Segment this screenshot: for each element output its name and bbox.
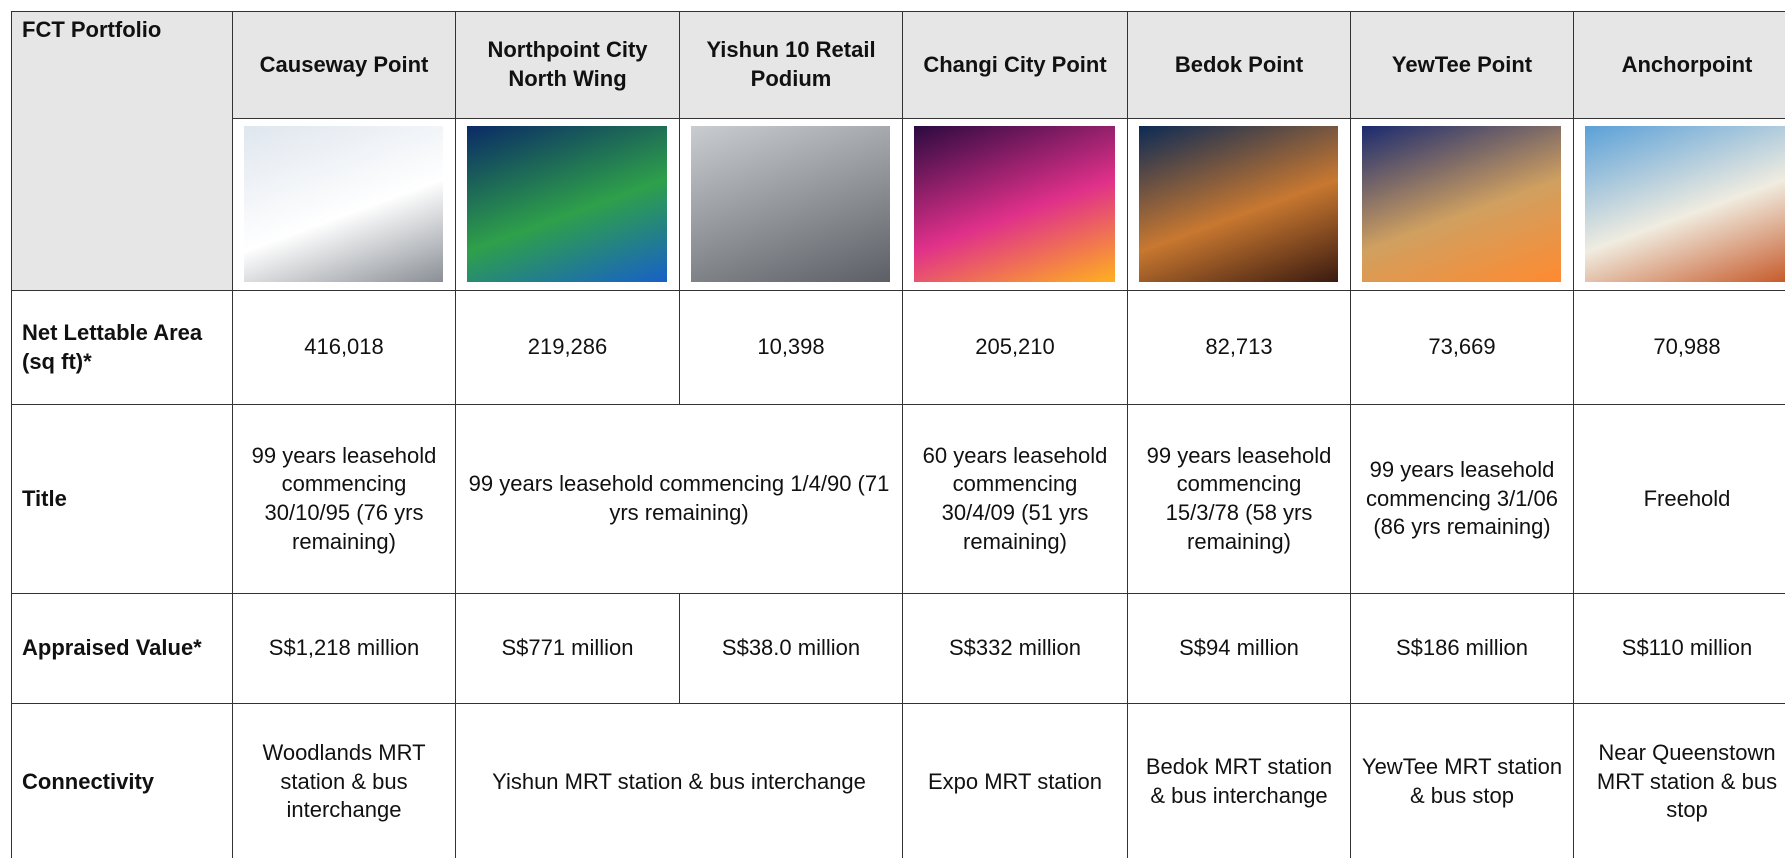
property-photo [467, 126, 667, 282]
row-label: Net Lettable Area (sq ft)* [11, 290, 233, 405]
table-cell: 60 years leasehold commencing 30/4/09 (5… [902, 404, 1128, 594]
table-cell: 70,988 [1573, 290, 1785, 405]
table-cell: S$94 million [1127, 593, 1351, 704]
table-cell: S$771 million [455, 593, 680, 704]
table-cell: 99 years leasehold commencing 1/4/90 (71… [455, 404, 903, 594]
property-photo [691, 126, 890, 282]
corner-title: FCT Portfolio [11, 11, 233, 291]
table-cell: Yishun MRT station & bus interchange [455, 703, 903, 858]
property-photo [914, 126, 1115, 282]
row-label: Appraised Value* [11, 593, 233, 704]
table-cell: YewTee MRT station & bus stop [1350, 703, 1574, 858]
table-cell: Bedok MRT station & bus interchange [1127, 703, 1351, 858]
column-header: Yishun 10 Retail Podium [679, 11, 903, 119]
property-photo [1362, 126, 1561, 282]
property-photo [1139, 126, 1338, 282]
table-cell: Woodlands MRT station & bus interchange [232, 703, 456, 858]
table-cell: 73,669 [1350, 290, 1574, 405]
row-label: Connectivity [11, 703, 233, 858]
column-header: Bedok Point [1127, 11, 1351, 119]
table-cell: 10,398 [679, 290, 903, 405]
table-cell: Near Queenstown MRT station & bus stop [1573, 703, 1785, 858]
table-cell: S$110 million [1573, 593, 1785, 704]
table-cell: 219,286 [455, 290, 680, 405]
table-cell: S$332 million [902, 593, 1128, 704]
row-label: Title [11, 404, 233, 594]
column-header: YewTee Point [1350, 11, 1574, 119]
property-photo [1585, 126, 1785, 282]
table-cell: Freehold [1573, 404, 1785, 594]
table-cell: Expo MRT station [902, 703, 1128, 858]
column-header: Changi City Point [902, 11, 1128, 119]
table-cell: S$186 million [1350, 593, 1574, 704]
portfolio-table: FCT PortfolioCauseway PointNorthpoint Ci… [0, 0, 1785, 858]
table-cell: 99 years leasehold commencing 30/10/95 (… [232, 404, 456, 594]
table-cell: S$1,218 million [232, 593, 456, 704]
table-cell: 82,713 [1127, 290, 1351, 405]
column-header: Northpoint City North Wing [455, 11, 680, 119]
property-photo [244, 126, 443, 282]
column-header: Causeway Point [232, 11, 456, 119]
table-cell: 99 years leasehold commencing 15/3/78 (5… [1127, 404, 1351, 594]
table-cell: 416,018 [232, 290, 456, 405]
table-cell: 205,210 [902, 290, 1128, 405]
column-header: Anchorpoint [1573, 11, 1785, 119]
table-cell: 99 years leasehold commencing 3/1/06 (86… [1350, 404, 1574, 594]
table-cell: S$38.0 million [679, 593, 903, 704]
